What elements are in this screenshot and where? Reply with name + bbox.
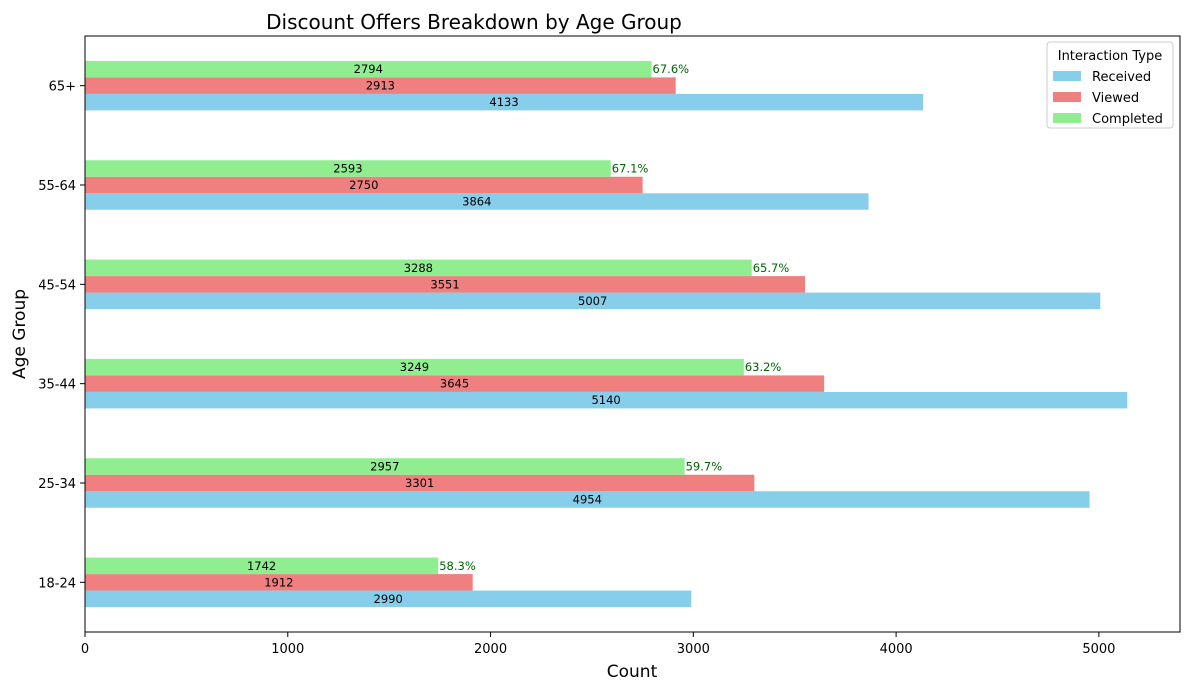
bar-completed-55-64 <box>85 160 611 177</box>
bar-value-label: 2794 <box>354 62 383 76</box>
bar-viewed-65+ <box>85 77 676 94</box>
bar-viewed-18-24 <box>85 574 473 591</box>
completion-rate-label: 67.1% <box>612 162 649 176</box>
bar-completed-35-44 <box>85 358 744 376</box>
bar-received-35-44 <box>85 391 1128 409</box>
bar-value-label: 3864 <box>462 195 491 209</box>
legend-label-viewed: Viewed <box>1092 91 1139 106</box>
x-tick-label: 0 <box>81 642 89 657</box>
bar-completed-18-24 <box>85 557 439 575</box>
bar-received-65+ <box>85 93 924 111</box>
bar-viewed-35-44 <box>85 375 825 392</box>
bar-viewed-25-34 <box>85 474 755 492</box>
bar-value-label: 3301 <box>405 476 434 490</box>
y-tick-label: 25-34 <box>38 477 76 492</box>
bar-value-label: 3288 <box>404 261 433 275</box>
legend-swatch-received <box>1053 71 1081 81</box>
bar-value-label: 1912 <box>264 575 293 589</box>
bar-viewed-45-54 <box>85 276 806 293</box>
bar-received-25-34 <box>85 491 1090 508</box>
completion-rate-label: 59.7% <box>686 460 723 474</box>
chart-title: Discount Offers Breakdown by Age Group <box>266 10 682 34</box>
y-tick-label: 35-44 <box>38 378 76 393</box>
completion-rate-label: 63.2% <box>745 360 782 374</box>
axes-frame <box>84 35 1181 633</box>
plot-area: 2990 1912 1742 58.3% 18-24 4954 3301 2957 59.7% 2… <box>38 35 1181 657</box>
x-tick-label: 5000 <box>1082 642 1115 657</box>
bar-value-label: 2990 <box>374 592 403 606</box>
bar-value-label: 2750 <box>349 178 378 192</box>
bar-value-label: 4954 <box>573 493 602 507</box>
completion-rate-label: 65.7% <box>753 261 790 275</box>
bar-completed-45-54 <box>85 259 752 277</box>
bar-value-label: 5007 <box>578 294 607 308</box>
bar-value-label: 2957 <box>370 460 399 474</box>
y-tick-label: 18-24 <box>38 576 76 591</box>
bar-value-label: 3645 <box>440 377 469 391</box>
x-tick-label: 4000 <box>880 642 913 657</box>
legend-swatch-completed <box>1053 113 1081 123</box>
bar-completed-25-34 <box>85 458 685 475</box>
bar-received-18-24 <box>85 590 692 608</box>
bar-value-label: 1742 <box>247 559 276 573</box>
x-tick-label: 3000 <box>677 642 710 657</box>
bar-viewed-55-64 <box>85 176 643 194</box>
y-tick-label: 55-64 <box>38 179 76 194</box>
y-tick-label: 65+ <box>49 80 76 95</box>
legend-label-completed: Completed <box>1092 112 1163 127</box>
bar-received-55-64 <box>85 193 869 210</box>
completion-rate-label: 58.3% <box>439 559 476 573</box>
bar-value-label: 2913 <box>366 79 395 93</box>
bar-received-45-54 <box>85 292 1101 310</box>
legend: Interaction Type Received Viewed Completed <box>1046 41 1174 129</box>
y-axis-label: Age Group <box>10 289 30 379</box>
x-axis-label: Count <box>607 662 658 682</box>
bar-value-label: 3551 <box>430 277 459 291</box>
bar-value-label: 2593 <box>333 162 362 176</box>
completion-rate-label: 67.6% <box>653 62 690 76</box>
bar-completed-65+ <box>85 60 652 78</box>
legend-label-received: Received <box>1092 70 1151 85</box>
y-tick-label: 45-54 <box>38 278 76 293</box>
legend-title: Interaction Type <box>1058 49 1163 64</box>
bar-value-label: 4133 <box>489 95 518 109</box>
bar-value-label: 5140 <box>591 393 620 407</box>
bar-value-label: 3249 <box>400 360 429 374</box>
x-tick-label: 2000 <box>474 642 507 657</box>
legend-swatch-viewed <box>1053 92 1081 102</box>
legend-box <box>1046 41 1174 129</box>
x-tick-label: 1000 <box>271 642 304 657</box>
